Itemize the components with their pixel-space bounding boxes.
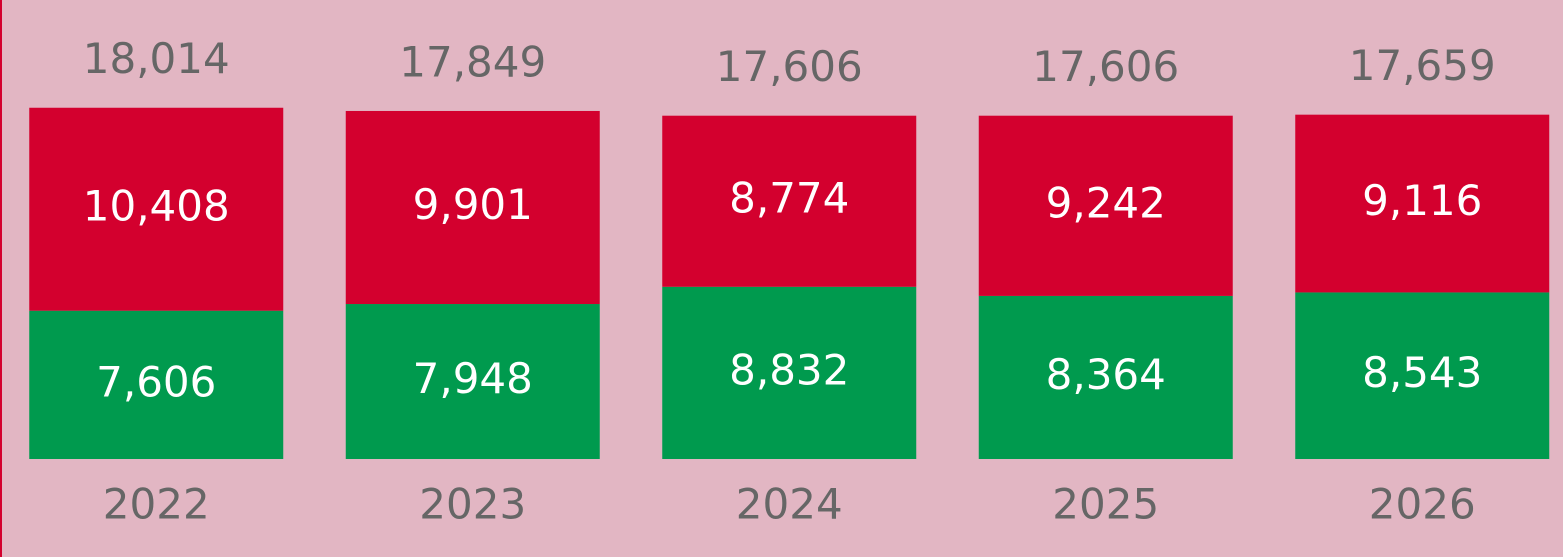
bar-segment [29, 107, 284, 311]
value-label: 8,543 [1362, 348, 1482, 397]
left-border [0, 0, 2, 557]
bar-segment [978, 295, 1233, 459]
value-label: 8,832 [729, 345, 849, 394]
total-label: 17,659 [1349, 41, 1496, 90]
x-tick-label: 2024 [736, 480, 843, 529]
x-tick-label: 2026 [1369, 480, 1476, 529]
total-label: 17,849 [399, 37, 546, 86]
x-tick-label: 2023 [419, 480, 526, 529]
total-label: 17,606 [1032, 42, 1179, 91]
bar-segment [1295, 292, 1550, 459]
value-label: 8,364 [1046, 350, 1166, 399]
total-label: 17,606 [716, 42, 863, 91]
value-label: 7,606 [96, 357, 216, 406]
bar-segment [29, 310, 284, 459]
value-label: 8,774 [729, 174, 849, 223]
bar-segment [1295, 114, 1550, 293]
bar-segment [978, 115, 1233, 296]
value-label: 9,242 [1046, 178, 1166, 227]
x-tick-label: 2025 [1052, 480, 1159, 529]
x-tick-label: 2022 [103, 480, 210, 529]
value-label: 9,116 [1362, 176, 1482, 225]
value-label: 10,408 [83, 182, 230, 231]
bar-segment [662, 115, 917, 287]
bar-segment [345, 110, 600, 305]
bar-segment [662, 286, 917, 459]
total-label: 18,014 [83, 34, 230, 83]
bar-segment [345, 304, 600, 459]
value-label: 7,948 [413, 354, 533, 403]
value-label: 9,901 [413, 180, 533, 229]
